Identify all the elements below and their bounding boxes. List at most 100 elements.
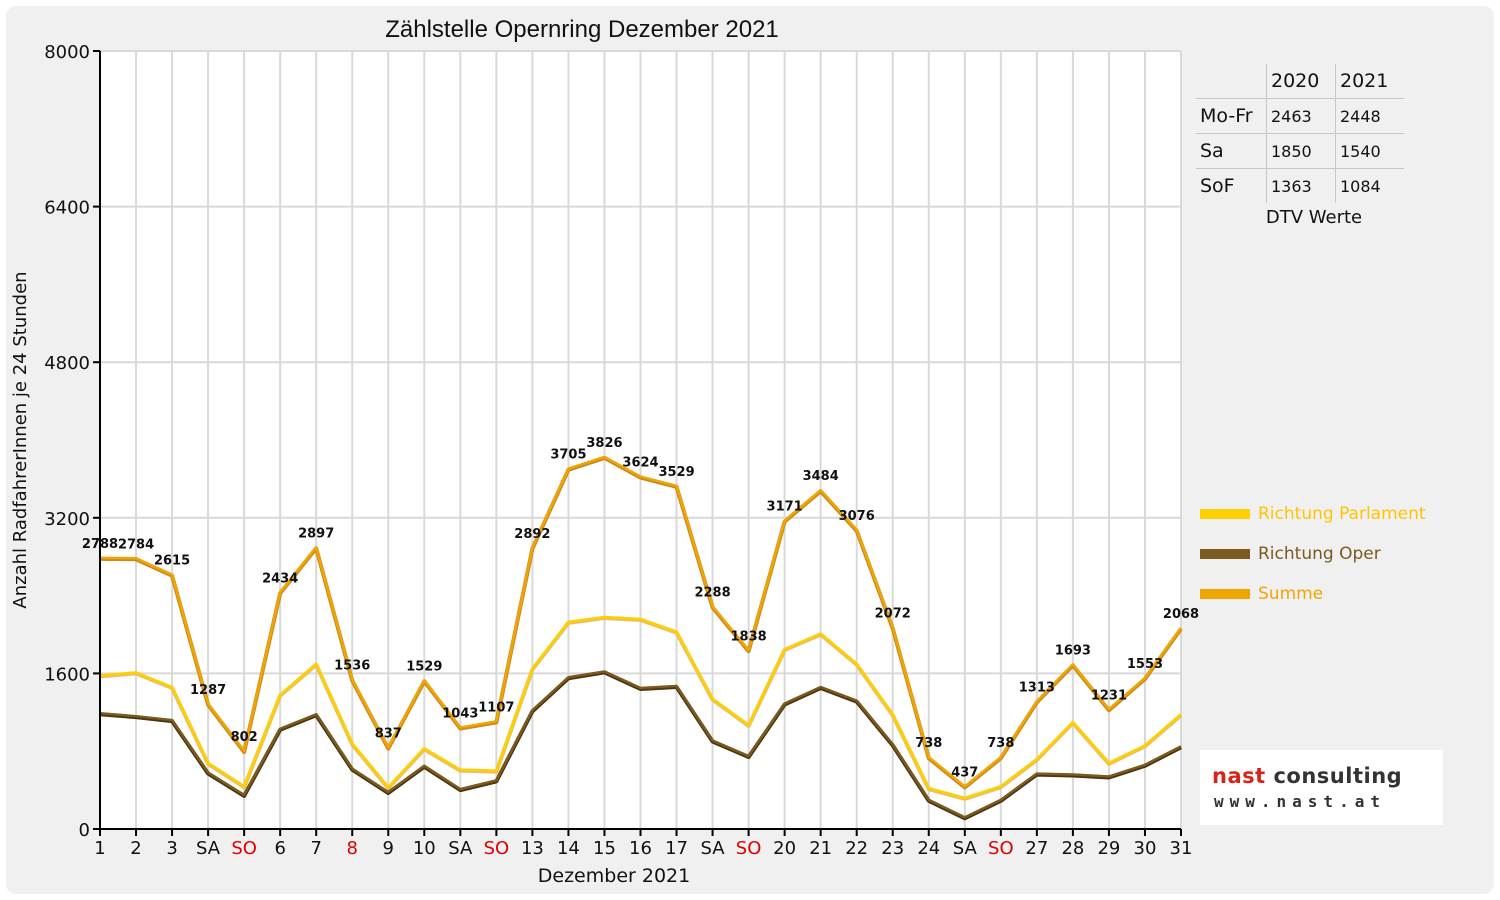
dtv-cell: 2463 <box>1266 98 1336 134</box>
x-tick-label: 3 <box>166 838 177 859</box>
data-label: 738 <box>915 736 942 751</box>
legend-item-summe: Summe <box>1200 574 1426 614</box>
x-tick-label: SO <box>736 838 762 859</box>
dtv-cell: 1850 <box>1266 133 1336 169</box>
dtv-row-mofr: Mo-Fr 2463 2448 <box>1196 98 1404 134</box>
data-label: 2892 <box>514 527 550 542</box>
y-tick-label: 3200 <box>44 509 90 530</box>
legend-label: Summe <box>1258 584 1324 604</box>
legend-swatch <box>1200 589 1250 599</box>
x-tick-label: SA <box>701 838 726 859</box>
logo-wordmark: nast consulting <box>1212 764 1402 788</box>
dtv-row-label: Sa <box>1196 133 1267 169</box>
data-label: 3171 <box>767 500 803 515</box>
x-tick-label: 20 <box>773 838 796 859</box>
data-labels: 2788278426151287802243428971536837152910… <box>82 436 1199 781</box>
dtv-row-label: SoF <box>1196 168 1267 203</box>
dtv-row-sa: Sa 1850 1540 <box>1196 133 1404 169</box>
x-tick-label: 24 <box>917 838 940 859</box>
data-label: 2897 <box>298 526 334 541</box>
dtv-header-row: 2020 2021 <box>1196 64 1404 99</box>
data-label: 1231 <box>1091 688 1127 703</box>
dtv-table: 2020 2021 Mo-Fr 2463 2448 Sa 1850 1540 S… <box>1196 64 1412 228</box>
logo-brand: nast <box>1212 764 1266 788</box>
x-tick-label: 16 <box>629 838 652 859</box>
legend-swatch <box>1200 549 1250 559</box>
data-label: 2072 <box>875 606 911 621</box>
dtv-cell: 2448 <box>1335 98 1404 134</box>
grid-lines <box>99 50 1182 829</box>
x-tick-label: 31 <box>1170 838 1193 859</box>
dtv-header-empty <box>1196 64 1267 99</box>
x-tick-label: 14 <box>557 838 580 859</box>
x-tick-label: 1 <box>94 838 105 859</box>
dtv-row-label: Mo-Fr <box>1196 98 1267 134</box>
data-label: 2615 <box>154 554 190 569</box>
x-tick-label: 29 <box>1097 838 1120 859</box>
x-tick-label: 15 <box>593 838 616 859</box>
dtv-cell: 1540 <box>1335 133 1404 169</box>
data-label: 3076 <box>839 509 875 524</box>
x-tick-label: 27 <box>1025 838 1048 859</box>
dtv-caption: DTV Werte <box>1265 207 1363 228</box>
data-label: 837 <box>375 727 402 742</box>
dtv-header-2020: 2020 <box>1266 64 1336 99</box>
legend-item-oper: Richtung Oper <box>1200 534 1426 574</box>
x-tick-label: 13 <box>521 838 544 859</box>
y-tick-label: 6400 <box>44 198 90 219</box>
data-label: 1043 <box>442 707 478 722</box>
data-label: 3484 <box>803 469 839 484</box>
x-tick-label: SA <box>196 838 221 859</box>
x-tick-label: SA <box>953 838 978 859</box>
legend-swatch <box>1200 509 1250 519</box>
dtv-cell: 1084 <box>1335 168 1404 203</box>
data-label: 437 <box>951 766 978 781</box>
x-tick-label: 6 <box>274 838 285 859</box>
y-tick-label: 1600 <box>44 664 90 685</box>
dtv-header-2021: 2021 <box>1335 64 1404 99</box>
x-tick-label: 30 <box>1134 838 1157 859</box>
x-tick-label: 21 <box>809 838 832 859</box>
x-tick-label: SO <box>231 838 257 859</box>
x-axis-label: Dezember 2021 <box>538 865 690 887</box>
x-tick-label: 7 <box>310 838 321 859</box>
data-label: 1693 <box>1055 643 1091 658</box>
x-tick-label: 17 <box>665 838 688 859</box>
data-label: 1553 <box>1127 657 1163 672</box>
data-label: 1107 <box>478 700 514 715</box>
data-label: 1529 <box>406 659 442 674</box>
x-tick-label: 10 <box>413 838 436 859</box>
data-label: 2288 <box>694 585 730 600</box>
chart-title: Zählstelle Opernring Dezember 2021 <box>385 16 779 43</box>
x-tick-label: SO <box>484 838 510 859</box>
x-tick-label: 2 <box>130 838 141 859</box>
data-label: 2068 <box>1163 607 1199 622</box>
data-label: 802 <box>231 730 258 745</box>
x-tick-label: SA <box>448 838 473 859</box>
company-logo: nast consulting www.nast.at <box>1200 750 1443 825</box>
legend-item-parlament: Richtung Parlament <box>1200 494 1426 534</box>
x-tick-label: 22 <box>845 838 868 859</box>
legend: Richtung Parlament Richtung Oper Summe <box>1200 494 1426 614</box>
dtv-row-sof: SoF 1363 1084 <box>1196 168 1404 203</box>
data-label: 3624 <box>622 456 658 471</box>
legend-label: Richtung Parlament <box>1258 504 1426 524</box>
x-tick-label: 23 <box>881 838 904 859</box>
logo-suffix: consulting <box>1273 764 1403 788</box>
data-label: 3529 <box>658 465 694 480</box>
data-label: 738 <box>987 736 1014 751</box>
y-tick-label: 0 <box>79 820 90 841</box>
data-label: 1536 <box>334 659 370 674</box>
y-tick-label: 8000 <box>44 42 90 63</box>
y-tick-label: 4800 <box>44 353 90 374</box>
dtv-cell: 1363 <box>1266 168 1336 203</box>
x-tick-label: 28 <box>1061 838 1084 859</box>
y-axis-label: Anzahl RadfahrerInnen je 24 Stunden <box>10 271 31 608</box>
data-label: 3705 <box>550 448 586 463</box>
data-label: 3826 <box>586 436 622 451</box>
data-label: 1287 <box>190 683 226 698</box>
data-label: 2784 <box>118 537 154 552</box>
x-tick-label: SO <box>988 838 1014 859</box>
